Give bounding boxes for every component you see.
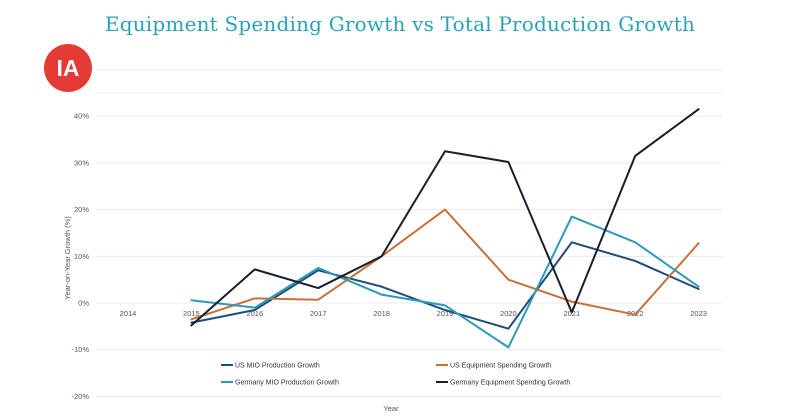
legend-item[interactable]: Germany Equipment Spending Growth — [436, 380, 570, 387]
chart-grid — [96, 69, 722, 397]
y-axis-label: Year-on-Year Growth (%) — [63, 216, 72, 300]
legend-label: Germany MIO Production Growth — [235, 380, 339, 387]
y-tick-label: 0% — [78, 299, 89, 308]
series-line-germany-mio-production-growth[interactable] — [190, 215, 700, 349]
logo-circle — [44, 44, 92, 92]
x-tick-label: 2016 — [246, 309, 263, 318]
legend-item[interactable]: US Equipment Spending Growth — [436, 363, 551, 370]
chart-legend[interactable]: US MIO Production Growth US Equipment Spe… — [221, 363, 570, 387]
legend-label: US MIO Production Growth — [235, 363, 320, 370]
y-tick-label: 30% — [74, 158, 89, 167]
x-tick-label: 2018 — [373, 309, 390, 318]
x-tick-label: 2015 — [183, 309, 200, 318]
chart-title: Equipment Spending Growth vs Total Produ… — [104, 12, 696, 36]
y-axis-ticks: 40% 30% 20% 10% 0% -10% -20% — [71, 112, 89, 401]
legend-item[interactable]: US MIO Production Growth — [221, 363, 320, 370]
x-axis-label: Year — [383, 404, 399, 413]
x-tick-label: 2017 — [310, 309, 327, 318]
x-tick-label: 2023 — [690, 309, 707, 318]
y-tick-label: 40% — [74, 112, 89, 121]
y-tick-label: 20% — [74, 205, 89, 214]
x-tick-label: 2019 — [437, 309, 454, 318]
logo-text: IA — [57, 55, 80, 81]
series-line-us-equipment-spending-growth[interactable] — [190, 208, 700, 321]
series-line-us-mio-production-growth[interactable] — [190, 241, 700, 330]
y-tick-label: -20% — [71, 392, 89, 401]
y-tick-label: 10% — [74, 252, 89, 261]
series-lines — [190, 108, 700, 349]
legend-label: Germany Equipment Spending Growth — [450, 380, 570, 387]
y-tick-label: -10% — [71, 345, 89, 354]
x-tick-label: 2020 — [500, 309, 517, 318]
legend-label: US Equipment Spending Growth — [450, 363, 551, 370]
legend-item[interactable]: Germany MIO Production Growth — [221, 380, 339, 387]
x-tick-label: 2014 — [120, 309, 137, 318]
series-line-germany-equipment-spending-growth[interactable] — [190, 108, 700, 327]
x-tick-label: 2021 — [563, 309, 580, 318]
company-logo: IA — [44, 44, 92, 92]
